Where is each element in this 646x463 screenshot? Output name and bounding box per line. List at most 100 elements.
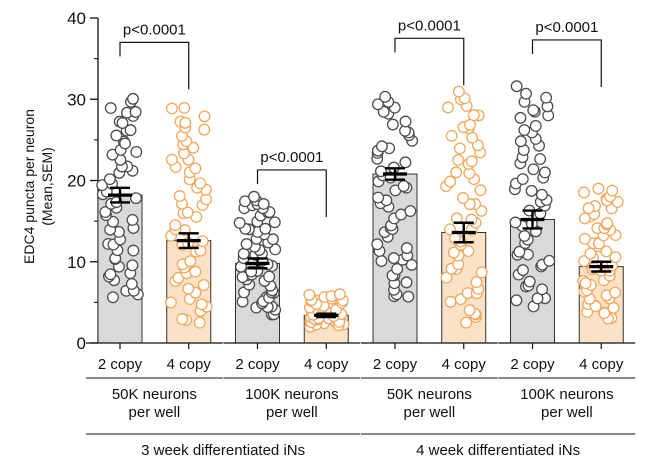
data-point (399, 156, 412, 169)
data-point (465, 155, 478, 168)
group-label: 100K neurons (245, 386, 338, 403)
category-label: 2 copy (235, 356, 280, 373)
data-point (464, 118, 476, 131)
data-point (609, 251, 622, 264)
data-point (516, 173, 529, 185)
y-axis: 0 10 20 30 40 (67, 9, 99, 353)
y-axis-label: EDC4 puncta per neuron (Mean,SEM) (21, 109, 55, 264)
data-point (197, 279, 210, 291)
data-points (96, 80, 624, 333)
data-point (462, 245, 475, 258)
p-value-label: p<0.0001 (535, 19, 598, 36)
data-point (540, 91, 553, 104)
y-axis-label-line: (Mean,SEM) (39, 147, 55, 226)
data-point (467, 109, 480, 122)
data-point (248, 190, 260, 203)
data-point (520, 87, 532, 100)
data-point (372, 191, 385, 204)
data-point (475, 266, 488, 279)
p-value-label: p<0.0001 (123, 21, 186, 38)
data-point (452, 85, 465, 98)
data-point (233, 216, 246, 229)
data-point (165, 296, 177, 309)
category-label: 2 copy (510, 356, 555, 373)
data-point (538, 166, 551, 179)
data-point (126, 259, 139, 272)
data-point (578, 186, 590, 199)
data-point (193, 316, 206, 329)
group-label: 50K neurons (112, 386, 197, 403)
data-point (405, 258, 418, 271)
group-label: per well (541, 404, 593, 421)
experiment-label: 3 week differentiated iNs (141, 442, 305, 459)
data-point (371, 238, 384, 251)
group-label: 50K neurons (387, 386, 472, 403)
significance-brackets: p<0.0001 p<0.0001 p<0.0001 p<0.0001 (119, 17, 602, 217)
data-point (127, 244, 140, 257)
data-point (375, 255, 388, 267)
data-point (386, 118, 399, 131)
data-point (173, 190, 186, 203)
data-point (463, 304, 476, 317)
y-tick-label: 30 (67, 90, 86, 109)
category-label: 4 copy (579, 356, 624, 373)
data-point (444, 295, 457, 308)
error-bars (108, 167, 614, 319)
data-point (375, 140, 388, 153)
data-point (176, 313, 189, 326)
x-axis-labels: 2 copy 4 copy 2 copy 4 copy 2 copy 4 copy 2 co… (86, 342, 636, 459)
data-point (104, 102, 117, 115)
data-point (543, 254, 556, 267)
data-point (578, 255, 591, 268)
data-point (333, 288, 346, 301)
data-point (179, 116, 192, 129)
data-point (510, 80, 523, 93)
comparison-bracket (531, 39, 602, 87)
data-point (404, 205, 417, 217)
data-point (579, 277, 592, 290)
data-point (110, 129, 123, 142)
data-point (535, 188, 548, 201)
data-point (198, 123, 211, 136)
data-point (402, 290, 415, 303)
data-point (598, 307, 611, 320)
data-point (601, 217, 614, 230)
data-point (189, 265, 202, 278)
data-point (606, 184, 619, 197)
data-point (518, 124, 531, 137)
data-point (181, 206, 194, 219)
data-point (124, 124, 137, 137)
data-point (126, 213, 139, 226)
data-point (104, 268, 117, 281)
data-point (129, 106, 142, 118)
data-point (453, 142, 466, 155)
data-point (578, 212, 591, 225)
data-point (607, 301, 620, 314)
data-point (107, 291, 119, 304)
data-point (165, 102, 178, 115)
data-point (529, 119, 542, 132)
data-point (189, 162, 202, 175)
data-point (518, 229, 531, 242)
data-point (513, 245, 526, 258)
data-point (165, 153, 178, 166)
data-point (130, 192, 142, 205)
data-point (103, 173, 116, 186)
data-point (391, 263, 404, 276)
category-label: 4 copy (304, 356, 349, 373)
group-label: 100K neurons (520, 386, 613, 403)
data-point (510, 294, 523, 307)
data-point (514, 135, 527, 148)
data-point (457, 192, 470, 204)
p-value-label: p<0.0001 (260, 149, 323, 166)
data-point (259, 222, 272, 235)
group-label: per well (404, 404, 456, 421)
data-point (266, 233, 279, 246)
data-point (125, 277, 138, 290)
data-point (263, 270, 276, 283)
data-point (470, 276, 483, 289)
data-point (442, 101, 454, 114)
y-tick-label: 0 (77, 334, 86, 353)
category-label: 4 copy (442, 356, 487, 373)
